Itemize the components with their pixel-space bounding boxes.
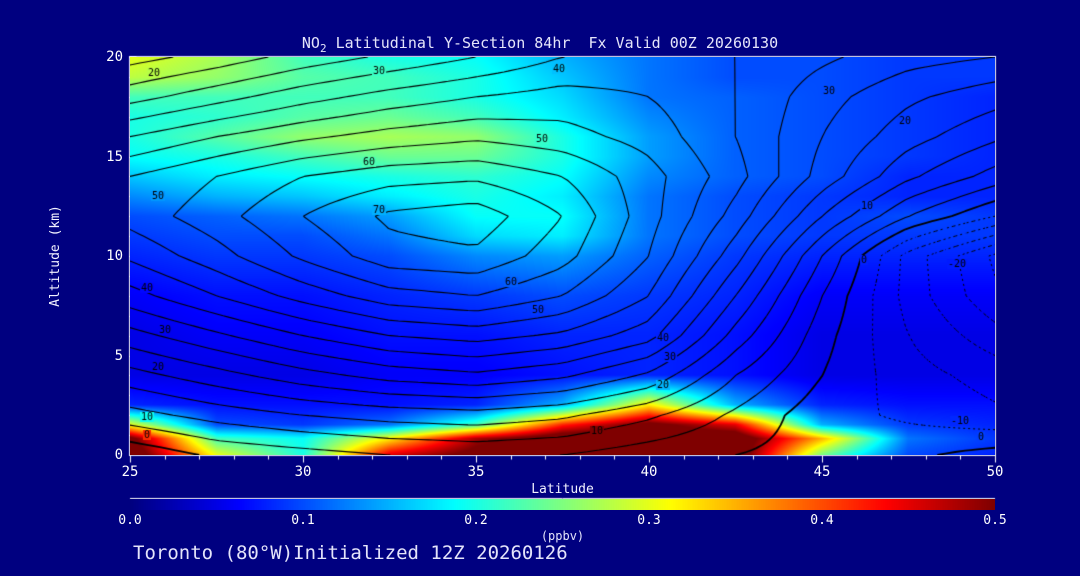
colorbar-tick-label: 0.0	[118, 513, 142, 528]
chart-title-prefix: NO	[301, 34, 320, 52]
y-tick-label: 5	[114, 347, 123, 364]
y-axis-label: Altitude (km)	[48, 205, 63, 307]
colorbar-gradient	[130, 499, 995, 510]
x-tick-label: 30	[294, 464, 312, 480]
colorbar-tick-label: 0.2	[464, 513, 488, 528]
y-tick-label: 0	[114, 447, 123, 463]
y-tick-label: 15	[106, 148, 123, 165]
colorbar-tick-label: 0.4	[810, 513, 834, 528]
colorbar-unit-label: (ppbv)	[540, 529, 585, 543]
chart-title: NO2 Latitudinal Y-Section 84hr Fx Valid …	[0, 34, 1080, 55]
colorbar-tick-label: 0.5	[983, 513, 1007, 528]
chart-title-rest: Latitudinal Y-Section 84hr Fx Valid 00Z …	[326, 34, 779, 52]
contour-heatmap-canvas	[130, 57, 995, 455]
x-tick-label: 25	[121, 464, 139, 480]
x-tick-label: 45	[813, 464, 831, 480]
chart-title-subscript: 2	[319, 42, 327, 55]
footer-run-info: Toronto (80°W)Initialized 12Z 20260126	[133, 542, 568, 564]
x-tick-label: 50	[986, 464, 1004, 480]
y-tick-label: 10	[106, 248, 123, 264]
x-axis-label: Latitude	[531, 482, 594, 497]
colorbar-tick-label: 0.1	[291, 513, 315, 528]
x-tick-label: 40	[640, 464, 658, 480]
y-tick-label: 20	[106, 49, 123, 65]
x-tick-label: 35	[467, 464, 485, 480]
colorbar-tick-label: 0.3	[637, 513, 661, 528]
